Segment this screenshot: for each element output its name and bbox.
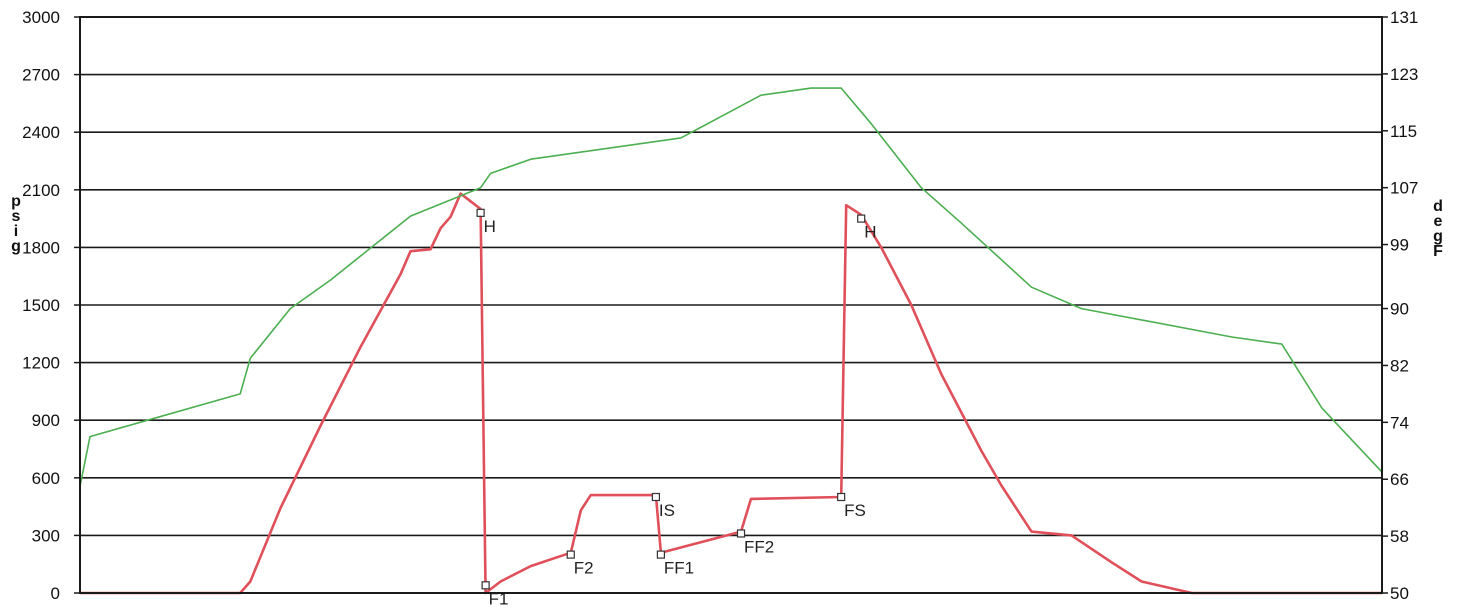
right-tick-label: 123 (1390, 65, 1418, 84)
left-tick-label: 600 (32, 469, 60, 488)
left-tick-label: 2400 (22, 123, 60, 142)
marker-label: H (864, 223, 876, 242)
marker-box (656, 550, 665, 559)
event-marker: FS (837, 492, 866, 520)
right-tick-label: 90 (1390, 300, 1409, 319)
right-tick-label: 115 (1390, 122, 1417, 141)
marker-label: H (484, 217, 496, 236)
right-axis-ticks: 50 58 66 74 82 90 99 107 115 123 131 (1382, 8, 1418, 603)
marker-label: FS (844, 501, 866, 520)
marker-label: F1 (489, 589, 509, 608)
left-tick-label: 2700 (22, 66, 60, 85)
left-axis-ticks: 0 300 600 900 1200 1500 1800 2100 2400 2700 3000 (22, 8, 80, 603)
event-markers: H F1 F2 IS FF1 FF2 FS H (476, 208, 876, 608)
right-tick-label: 82 (1390, 356, 1409, 375)
marker-box (566, 550, 575, 559)
marker-box (481, 581, 490, 590)
marker-label: FF2 (744, 537, 774, 556)
right-tick-label: 131 (1390, 8, 1418, 27)
left-tick-label: 3000 (22, 8, 60, 27)
event-marker: H (476, 208, 496, 236)
marker-box (476, 208, 485, 217)
marker-box (651, 492, 660, 502)
marker-box (837, 492, 846, 502)
left-tick-label: 0 (51, 584, 60, 603)
event-marker: H (857, 214, 876, 242)
right-tick-label: 58 (1390, 527, 1409, 546)
marker-label: F2 (574, 559, 594, 578)
left-tick-label: 1800 (22, 238, 60, 257)
event-marker: F2 (566, 550, 594, 578)
left-tick-label: 1200 (22, 354, 60, 373)
event-marker: FF2 (736, 529, 774, 556)
right-tick-label: 66 (1390, 470, 1409, 489)
event-marker: FF1 (656, 550, 694, 578)
temperature-line (79, 87, 1383, 487)
right-tick-label: 107 (1390, 179, 1418, 198)
right-tick-label: 50 (1390, 584, 1409, 603)
right-tick-label: 99 (1390, 236, 1409, 255)
event-marker: IS (651, 492, 675, 520)
gridlines (80, 16, 1382, 594)
series-lines (79, 87, 1383, 595)
marker-label: FF1 (664, 559, 694, 578)
plot-frame (79, 16, 1383, 594)
marker-box (857, 214, 866, 223)
left-tick-label: 1500 (22, 296, 60, 315)
left-tick-label: 300 (32, 526, 60, 545)
right-tick-label: 74 (1390, 413, 1409, 432)
event-marker: F1 (481, 581, 509, 608)
marker-label: IS (659, 501, 675, 520)
marker-box (736, 529, 746, 538)
left-tick-label: 900 (32, 411, 60, 430)
left-tick-label: 2100 (22, 181, 60, 200)
pressure-line (80, 192, 1382, 595)
